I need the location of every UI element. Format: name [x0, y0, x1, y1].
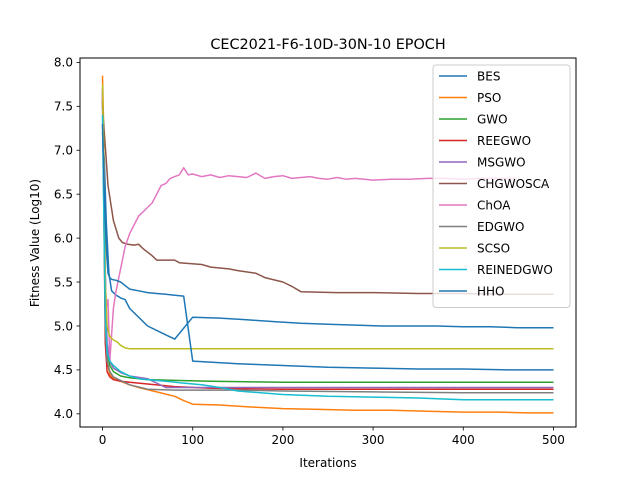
y-tick-label: 4.0 [54, 407, 73, 421]
chart-title: CEC2021-F6-10D-30N-10 EPOCH [210, 37, 445, 53]
y-tick-label: 7.5 [54, 100, 73, 114]
legend-label-reegwo: REEGWO [477, 134, 531, 148]
legend-label-choa: ChOA [477, 198, 511, 212]
plot-area [79, 57, 577, 428]
series-line-bes [101, 132, 554, 340]
x-tick-label: 400 [452, 433, 475, 447]
series-line-chgwosca [101, 106, 554, 296]
legend-label-bes: BES [477, 69, 500, 83]
legend-box [432, 64, 571, 308]
y-tick-label: 6.0 [54, 231, 73, 245]
plot-frame [79, 57, 577, 428]
series-line-reinedgwo [101, 115, 554, 401]
y-tick-label: 8.0 [54, 56, 73, 70]
x-tick-label: 200 [271, 433, 294, 447]
x-tick-label: 300 [362, 433, 385, 447]
x-axis-label: Iterations [299, 456, 356, 470]
x-tick-label: 100 [181, 433, 204, 447]
y-axis: 4.0 4.5 5.0 5.5 6.0 6.5 7.0 7.5 8.0 [54, 56, 80, 421]
series-line-reegwo [101, 97, 554, 390]
y-axis-label: Fitness Value (Log10) [28, 179, 42, 307]
legend-label-chgwosca: CHGWOSCA [477, 177, 550, 191]
legend-label-reinedgwo: REINEDGWO [477, 263, 553, 277]
series-line-scso [101, 84, 554, 350]
y-tick-label: 7.0 [54, 144, 73, 158]
x-axis: 0 100 200 300 400 500 [99, 427, 565, 447]
legend-label-scso: SCSO [477, 241, 510, 255]
y-tick-label: 5.5 [54, 275, 73, 289]
legend-label-hho: HHO [477, 284, 505, 298]
legend: BES PSO GWO REEGWO MSGWO CHGWOSCA ChOA EDGWO SCS… [432, 64, 571, 308]
x-tick-label: 0 [99, 433, 107, 447]
legend-label-pso: PSO [477, 91, 501, 105]
series-line-hho [101, 123, 554, 371]
y-tick-label: 5.0 [54, 319, 73, 333]
series-layer [101, 75, 554, 414]
y-tick-label: 4.5 [54, 363, 73, 377]
x-tick-label: 500 [542, 433, 565, 447]
legend-label-gwo: GWO [477, 112, 508, 126]
series-line-choa [101, 88, 518, 362]
legend-label-msgwo: MSGWO [477, 155, 526, 169]
legend-label-edgwo: EDGWO [477, 220, 524, 234]
y-tick-label: 6.5 [54, 187, 73, 201]
